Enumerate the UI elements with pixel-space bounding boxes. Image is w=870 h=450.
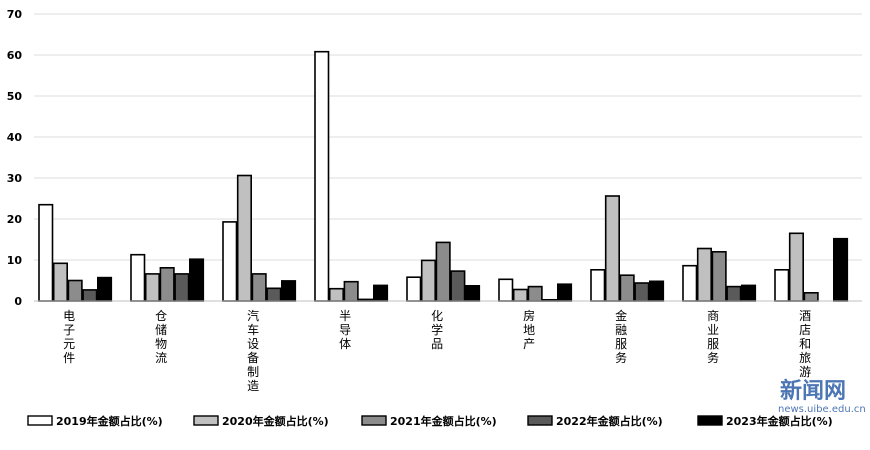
y-tick-label: 60	[7, 49, 23, 62]
bar	[774, 268, 790, 302]
bar	[328, 287, 345, 302]
watermark-logo: 新闻网	[780, 378, 846, 404]
legend-swatch	[27, 415, 53, 426]
legend-swatch	[193, 415, 219, 426]
bar	[604, 195, 621, 302]
legend-label: 2023年金额占比(%)	[726, 414, 833, 428]
x-tick-label: 半导体	[339, 309, 351, 351]
y-tick-label: 40	[7, 131, 23, 144]
bar	[82, 289, 98, 302]
bar	[498, 278, 514, 302]
bar	[144, 273, 160, 302]
bar	[174, 273, 190, 302]
legend-swatch	[361, 415, 387, 426]
x-tick-label: 化学品	[431, 309, 443, 351]
bar	[464, 284, 481, 302]
legend-swatch	[697, 415, 723, 426]
y-tick-label: 30	[7, 172, 23, 185]
bar	[236, 174, 252, 302]
y-tick-label: 10	[7, 254, 23, 267]
bar	[52, 262, 69, 302]
bar	[435, 241, 451, 302]
bar	[788, 232, 805, 302]
bars	[38, 50, 849, 302]
y-tick-label: 50	[7, 90, 23, 103]
y-axis: 0 10 20 30 40 50 60 70	[7, 8, 23, 308]
bar	[266, 287, 282, 302]
legend-label: 2020年金额占比(%)	[222, 414, 329, 428]
bar	[159, 266, 175, 302]
bar	[619, 274, 635, 302]
x-tick-label: 汽车设备制造	[247, 308, 259, 393]
y-tick-label: 0	[14, 295, 22, 308]
legend-label: 2022年金额占比(%)	[556, 414, 663, 428]
bar	[556, 283, 573, 302]
bar	[696, 247, 713, 302]
legend-swatch	[527, 415, 553, 426]
watermark-url: news.uibe.edu.cn	[778, 404, 866, 415]
bar	[527, 285, 543, 302]
legend-label: 2019年金额占比(%)	[56, 414, 163, 428]
x-tick-label: 商业服务	[707, 308, 719, 365]
bar	[222, 221, 238, 302]
bar	[450, 270, 466, 302]
bar	[634, 282, 650, 302]
x-tick-label: 电子元件	[63, 309, 75, 365]
bar	[420, 259, 437, 302]
bar	[711, 251, 727, 302]
x-tick-label: 仓储物流	[155, 309, 167, 365]
bar	[97, 276, 113, 302]
bar	[280, 280, 297, 302]
bar	[803, 291, 819, 302]
x-tick-label: 房地产	[523, 308, 535, 351]
bar	[726, 285, 742, 302]
bar	[682, 264, 698, 302]
x-axis: 电子元件 仓储物流 汽车设备制造 半导体 化学品 房地产 金融服务 商业服务 酒店和旅游	[34, 300, 862, 393]
bar	[512, 288, 529, 302]
bar	[251, 273, 267, 302]
bar	[189, 258, 205, 302]
bar	[590, 268, 606, 302]
bar	[314, 50, 330, 302]
bar	[38, 203, 54, 302]
x-tick-label: 酒店和旅游	[799, 309, 811, 379]
watermark: 新闻网 news.uibe.edu.cn	[778, 378, 866, 415]
bar	[67, 279, 83, 302]
bar	[832, 237, 849, 302]
bar	[740, 284, 757, 302]
bar	[406, 276, 422, 302]
y-tick-label: 70	[7, 8, 23, 21]
bar	[130, 253, 146, 302]
legend-label: 2021年金额占比(%)	[390, 414, 497, 428]
legend: 2019年金额占比(%) 2020年金额占比(%) 2021年金额占比(%) 2022…	[27, 414, 833, 428]
y-tick-label: 20	[7, 213, 23, 226]
bar	[372, 284, 389, 302]
bar	[648, 280, 665, 302]
x-tick-label: 金融服务	[615, 308, 627, 365]
bar	[343, 280, 359, 302]
grid-lines	[34, 13, 862, 302]
